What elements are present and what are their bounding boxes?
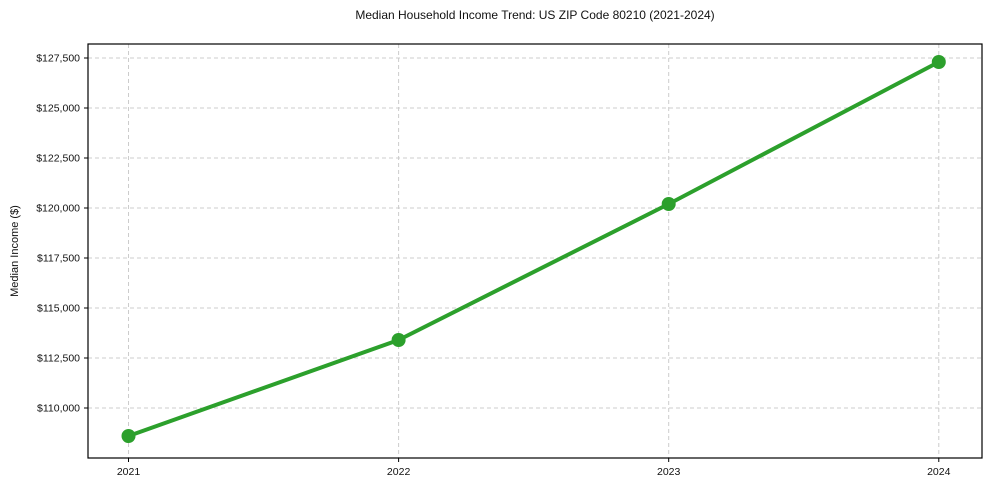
y-tick-label: $125,000 bbox=[36, 103, 80, 115]
y-tick-label: $122,500 bbox=[36, 153, 80, 165]
y-tick-label: $120,000 bbox=[36, 203, 80, 215]
plot-border bbox=[87, 43, 983, 459]
x-tick-label: 2021 bbox=[117, 466, 141, 478]
y-tick-label: $115,000 bbox=[37, 303, 80, 315]
trend-line bbox=[126, 60, 941, 438]
data-point-marker bbox=[121, 429, 136, 443]
y-tick-label: $117,500 bbox=[37, 253, 80, 265]
chart-title: Median Household Income Trend: US ZIP Co… bbox=[355, 8, 715, 22]
data-point-marker bbox=[391, 333, 406, 347]
x-tick-label: 2023 bbox=[657, 466, 681, 478]
data-point-marker bbox=[931, 55, 946, 69]
x-tick-label: 2022 bbox=[387, 466, 411, 478]
x-tick-label: 2024 bbox=[927, 466, 951, 478]
y-tick-label: $110,000 bbox=[37, 403, 80, 415]
y-tick-label: $112,500 bbox=[37, 353, 80, 365]
data-point-marker bbox=[661, 197, 676, 211]
y-tick-label: $127,500 bbox=[36, 53, 80, 65]
